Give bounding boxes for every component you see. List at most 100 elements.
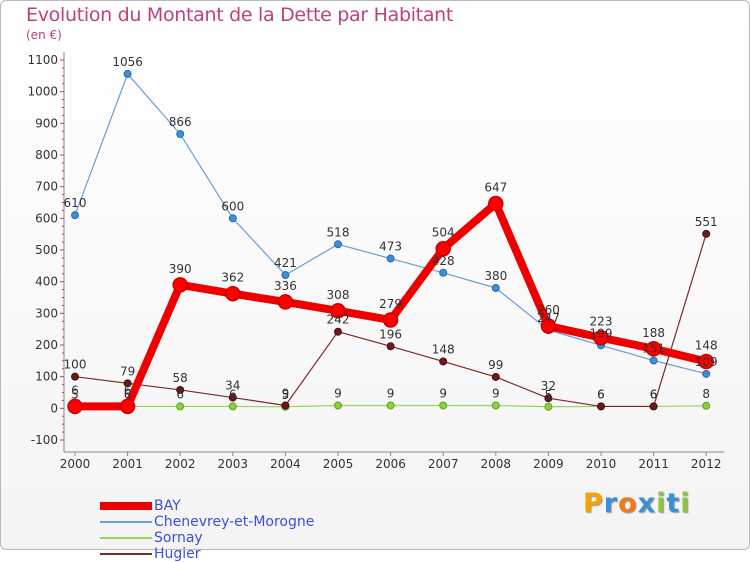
data-label: 380 (484, 269, 507, 283)
data-label: 6 (176, 387, 184, 401)
legend-swatch (100, 537, 152, 539)
series-point-2 (439, 401, 448, 410)
series-point-0 (225, 285, 241, 302)
series-point-1 (334, 240, 342, 249)
series-point-1 (439, 268, 448, 277)
y-tick-label: 900 (35, 116, 58, 130)
series-point-3 (386, 342, 395, 351)
series-point-2 (544, 402, 553, 411)
data-label: 148 (695, 338, 718, 352)
series-point-1 (386, 254, 395, 263)
series-point-3 (439, 357, 448, 366)
data-label: 34 (225, 379, 240, 393)
chart-series (67, 69, 714, 415)
series-point-2 (491, 401, 500, 410)
data-label: 9 (387, 386, 395, 400)
series-point-0 (172, 277, 188, 293)
x-tick-label: 2001 (112, 457, 143, 471)
data-label: 9 (334, 386, 342, 400)
chart-axes: -100 0 100 200 300 400 500 600 700 800 900 1000 1100… (27, 52, 724, 471)
chart-title: Evolution du Montant de la Dette par Hab… (26, 4, 454, 26)
data-label: 5 (282, 388, 290, 402)
series-point-2 (228, 402, 237, 411)
logo-letter: r (603, 488, 619, 519)
series-point-1 (123, 69, 132, 78)
x-tick-label: 2012 (691, 457, 722, 471)
y-tick-label: 300 (35, 306, 58, 320)
logo-letter: t (666, 488, 681, 519)
data-label: 247 (537, 311, 560, 325)
legend-label: Hugier (154, 546, 201, 562)
x-tick-label: 2005 (323, 457, 354, 471)
logo-letter: o (618, 488, 638, 519)
x-tick-label: 2011 (638, 457, 669, 471)
series-point-2 (702, 401, 711, 410)
data-label: 196 (379, 327, 402, 341)
data-label: 223 (590, 315, 613, 329)
x-tick-label: 2008 (481, 457, 512, 471)
data-label: 8 (702, 387, 710, 401)
logo-letter: x (637, 488, 657, 519)
series-point-1 (228, 214, 237, 223)
data-label: 6 (229, 387, 237, 401)
data-label: 99 (488, 358, 503, 372)
logo-letter: i (680, 488, 691, 519)
data-label: 390 (169, 262, 192, 276)
series-point-0 (67, 398, 83, 415)
data-label: 188 (642, 326, 665, 340)
data-label: 260 (537, 303, 560, 317)
data-label: 151 (642, 342, 665, 356)
data-label: 1056 (112, 55, 143, 69)
series-point-3 (334, 327, 342, 336)
series-point-1 (281, 271, 290, 280)
series-point-0 (540, 318, 557, 334)
data-label: 32 (541, 379, 556, 393)
series-point-0 (698, 353, 714, 370)
series-point-3 (281, 401, 290, 410)
legend-label: Chenevrey-et-Morogne (154, 514, 315, 530)
series-point-1 (176, 130, 185, 139)
x-tick-label: 2004 (270, 457, 301, 471)
y-tick-label: 500 (35, 243, 58, 257)
data-label: 9 (282, 386, 290, 400)
data-label: 504 (432, 226, 455, 240)
logo-letter: i (656, 488, 667, 519)
series-point-0 (645, 341, 662, 357)
y-tick-label: 800 (35, 148, 58, 162)
data-label: 6 (650, 387, 658, 401)
legend-label: Sornay (154, 530, 203, 546)
y-tick-label: -100 (31, 433, 58, 447)
data-label: 6 (650, 387, 658, 401)
legend-swatch (100, 502, 152, 510)
series-point-1 (649, 356, 658, 365)
data-label: 647 (484, 180, 507, 194)
data-label: 551 (695, 215, 718, 229)
data-label: 79 (120, 364, 135, 378)
series-point-2 (334, 401, 342, 410)
legend-label: BAY (154, 498, 181, 514)
data-label: 421 (274, 256, 297, 270)
series-point-1 (702, 369, 711, 378)
data-label: 6 (597, 387, 605, 401)
data-label: 362 (221, 271, 244, 285)
x-tick-label: 2002 (165, 457, 196, 471)
data-label: 109 (695, 355, 718, 369)
y-tick-label: 1000 (27, 85, 58, 99)
x-tick-label: 2010 (586, 457, 617, 471)
series-point-2 (176, 402, 185, 411)
series-point-3 (649, 402, 658, 411)
y-tick-label: 700 (35, 180, 58, 194)
data-label: 9 (439, 386, 447, 400)
data-label: 610 (64, 196, 87, 210)
series-point-1 (491, 284, 500, 292)
series-point-2 (386, 401, 395, 410)
data-label: 473 (379, 240, 402, 254)
series-point-1 (71, 211, 79, 220)
series-point-0 (277, 294, 294, 310)
series-point-3 (491, 372, 500, 381)
series-point-3 (123, 379, 132, 388)
series-point-3 (597, 402, 605, 411)
series-point-0 (382, 312, 399, 328)
logo-letter: P (583, 488, 604, 519)
series-point-3 (702, 229, 711, 238)
